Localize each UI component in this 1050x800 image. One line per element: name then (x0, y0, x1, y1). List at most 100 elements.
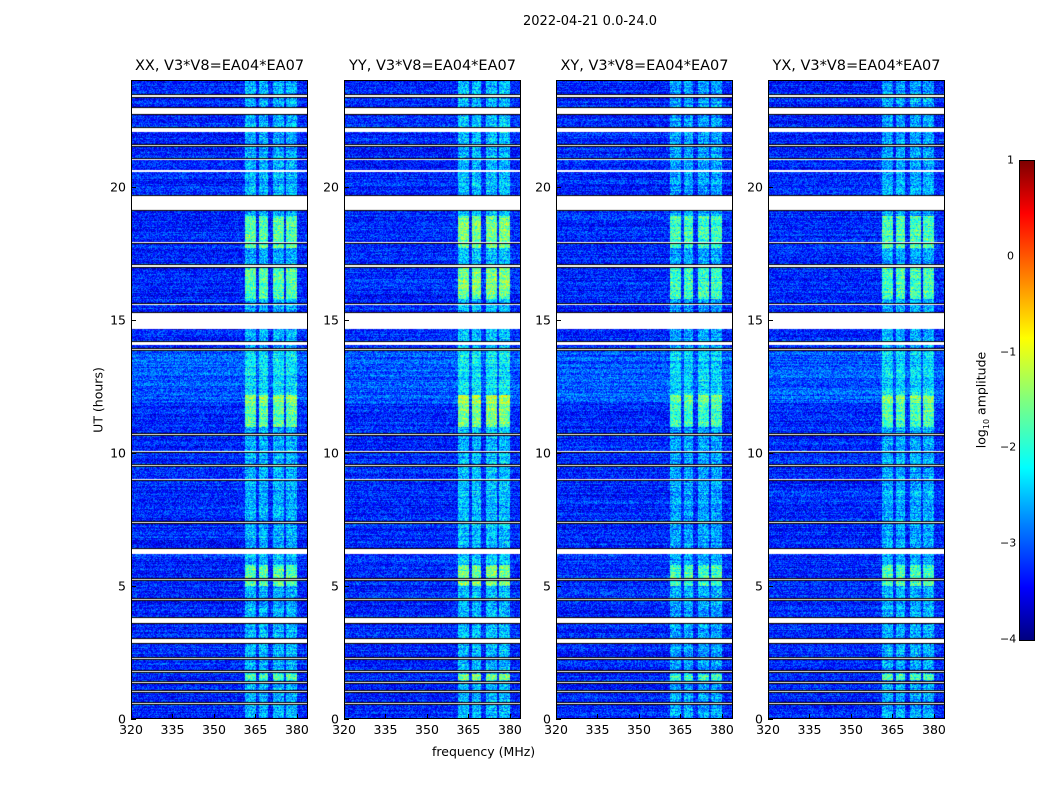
x-tick (597, 714, 599, 719)
x-tick (213, 714, 215, 719)
axes-frame (768, 80, 945, 719)
y-tick (131, 585, 136, 587)
x-axis-label: frequency (MHz) (432, 744, 536, 759)
panel-title: XX, V3*V8=EA04*EA07 (134, 58, 305, 74)
x-tick-label: 350 (627, 722, 651, 737)
x-tick (768, 714, 769, 719)
x-tick (809, 714, 811, 719)
x-tick (296, 714, 298, 719)
waterfall-heatmap (556, 80, 733, 719)
waterfall-panel-3: YX, V3*V8=EA04*EA07 320 335 350 365 380 0 5 10 15… (747, 58, 946, 737)
y-tick-label: 20 (323, 179, 339, 194)
y-tick-label: 15 (323, 312, 339, 328)
panel-title: XY, V3*V8=EA04*EA07 (560, 58, 729, 74)
y-tick-label: 15 (110, 312, 126, 328)
x-tick (426, 714, 428, 719)
axes-frame (344, 80, 521, 719)
x-tick (850, 714, 852, 719)
x-tick (385, 714, 387, 719)
waterfall-panel-1: YY, V3*V8=EA04*EA07 320 335 350 365 380 0 5 10 15… (323, 58, 522, 737)
y-tick (556, 719, 561, 720)
y-tick (768, 452, 773, 454)
y-tick (131, 186, 136, 188)
y-tick-label: 0 (543, 711, 551, 727)
x-tick (892, 714, 894, 719)
y-tick (768, 319, 773, 321)
axes-frame (556, 80, 733, 719)
waterfall-heatmap (768, 80, 945, 719)
x-tick (933, 714, 935, 719)
y-tick-label: 20 (535, 179, 551, 194)
y-tick-label: 20 (747, 179, 763, 194)
colorbar-tick-label: −2 (1000, 440, 1017, 454)
x-tick (172, 714, 174, 719)
x-tick-label: 365 (243, 722, 268, 737)
y-tick-label: 10 (323, 445, 339, 461)
x-tick-label: 320 (119, 722, 143, 737)
y-tick (768, 719, 773, 720)
y-tick-label: 15 (747, 312, 763, 328)
y-tick (556, 452, 561, 454)
x-tick-label: 320 (756, 722, 780, 737)
waterfall-panel-0: XX, V3*V8=EA04*EA07 320 335 350 365 380 0 5 10 15… (110, 58, 309, 737)
x-tick (255, 714, 257, 719)
y-tick-label: 10 (535, 445, 551, 461)
y-tick (344, 452, 349, 454)
x-tick-label: 380 (922, 722, 946, 737)
y-tick (556, 186, 561, 188)
x-tick (721, 714, 723, 719)
x-tick (509, 714, 511, 719)
x-tick-label: 320 (332, 722, 356, 737)
y-tick (344, 719, 349, 720)
y-tick (768, 585, 773, 587)
x-tick (638, 714, 640, 719)
y-tick-label: 10 (110, 445, 126, 461)
axes-frame (131, 80, 308, 719)
panel-title: YY, V3*V8=EA04*EA07 (349, 58, 516, 74)
y-tick (131, 452, 136, 454)
figure-title: 2022-04-21 0.0-24.0 (523, 14, 657, 29)
y-tick (344, 186, 349, 188)
x-tick (556, 714, 557, 719)
x-tick-label: 350 (415, 722, 439, 737)
x-tick (680, 714, 682, 719)
x-tick-label: 380 (710, 722, 734, 737)
x-tick-label: 365 (668, 722, 693, 737)
waterfall-heatmap (131, 80, 308, 719)
waterfall-panel-2: XY, V3*V8=EA04*EA07 320 335 350 365 380 0 5 10 15… (535, 58, 734, 737)
y-tick-label: 0 (118, 711, 126, 727)
x-tick (468, 714, 470, 719)
x-tick (344, 714, 345, 719)
colorbar-tick-label: −3 (1000, 536, 1017, 550)
waterfall-heatmap (344, 80, 521, 719)
colorbar (1019, 160, 1035, 641)
x-tick-label: 365 (456, 722, 481, 737)
y-tick (344, 585, 349, 587)
y-tick-label: 0 (755, 711, 763, 727)
x-tick-label: 335 (160, 722, 185, 737)
y-tick-label: 0 (331, 711, 339, 727)
y-tick-label: 5 (118, 578, 126, 594)
y-tick-label: 15 (535, 312, 551, 328)
x-tick-label: 320 (544, 722, 568, 737)
x-tick-label: 380 (498, 722, 522, 737)
y-tick-label: 5 (331, 578, 339, 594)
y-tick (556, 585, 561, 587)
x-tick (131, 714, 132, 719)
x-tick-label: 335 (373, 722, 398, 737)
y-tick-label: 10 (747, 445, 763, 461)
colorbar-tick-label: −4 (1000, 632, 1017, 646)
colorbar-tick-label: 0 (1007, 249, 1014, 263)
colorbar-label: log10 amplitude (973, 351, 991, 449)
y-tick (344, 319, 349, 321)
x-tick-label: 350 (839, 722, 863, 737)
x-tick-label: 380 (285, 722, 309, 737)
x-tick-label: 365 (880, 722, 905, 737)
panel-title: YX, V3*V8=EA04*EA07 (772, 58, 941, 74)
y-tick (131, 319, 136, 321)
colorbar-tick-label: 1 (1007, 153, 1014, 167)
y-tick-label: 5 (755, 578, 763, 594)
x-tick-label: 335 (797, 722, 822, 737)
x-tick-label: 350 (202, 722, 226, 737)
